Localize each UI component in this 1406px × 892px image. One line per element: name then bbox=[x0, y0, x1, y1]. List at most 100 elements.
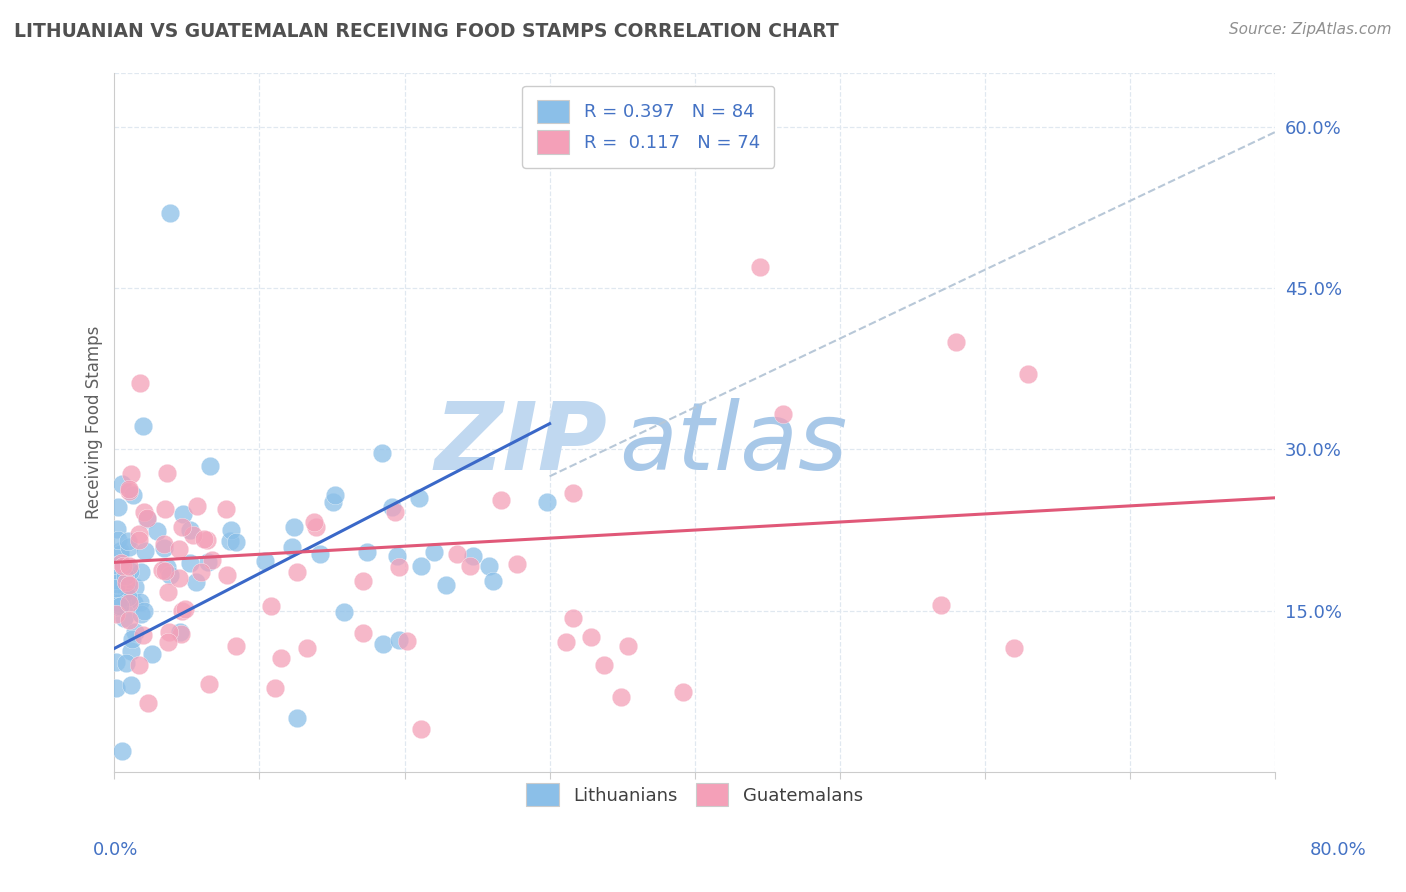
Point bbox=[264, 681, 287, 695]
Point bbox=[609, 690, 631, 705]
Point bbox=[131, 628, 153, 642]
Point bbox=[105, 577, 128, 591]
Point bbox=[555, 635, 578, 649]
Point bbox=[108, 599, 131, 613]
Point bbox=[122, 488, 145, 502]
Point bbox=[388, 633, 411, 648]
Point bbox=[489, 492, 512, 507]
Point bbox=[156, 560, 179, 574]
Point bbox=[118, 596, 141, 610]
Point bbox=[128, 376, 150, 391]
Point bbox=[215, 502, 238, 516]
Point bbox=[120, 467, 142, 482]
Point bbox=[169, 542, 191, 557]
Point bbox=[111, 743, 134, 757]
Point bbox=[308, 547, 330, 561]
Point bbox=[159, 568, 181, 582]
Point bbox=[172, 508, 194, 522]
Point bbox=[118, 613, 141, 627]
Point bbox=[409, 559, 432, 574]
Text: 0.0%: 0.0% bbox=[93, 840, 138, 858]
Text: 80.0%: 80.0% bbox=[1310, 840, 1367, 858]
Point bbox=[104, 595, 127, 609]
Text: LITHUANIAN VS GUATEMALAN RECEIVING FOOD STAMPS CORRELATION CHART: LITHUANIAN VS GUATEMALAN RECEIVING FOOD … bbox=[14, 22, 839, 41]
Point bbox=[225, 639, 247, 653]
Point bbox=[117, 533, 139, 548]
Point bbox=[118, 482, 141, 496]
Point bbox=[370, 446, 392, 460]
Point bbox=[356, 545, 378, 559]
Point bbox=[285, 565, 308, 579]
Point bbox=[132, 505, 155, 519]
Point bbox=[111, 558, 134, 573]
Point bbox=[115, 584, 138, 599]
Point bbox=[134, 603, 156, 617]
Point bbox=[122, 596, 145, 610]
Text: Source: ZipAtlas.com: Source: ZipAtlas.com bbox=[1229, 22, 1392, 37]
Point bbox=[173, 601, 195, 615]
Point bbox=[170, 520, 193, 534]
Point bbox=[159, 206, 181, 220]
Point bbox=[128, 657, 150, 672]
Point bbox=[107, 522, 129, 536]
Point bbox=[772, 407, 794, 421]
Point bbox=[219, 523, 242, 537]
Point bbox=[193, 532, 215, 546]
Point bbox=[179, 523, 201, 537]
Text: ZIP: ZIP bbox=[434, 398, 607, 490]
Point bbox=[197, 676, 219, 690]
Point bbox=[112, 611, 135, 625]
Point bbox=[408, 491, 430, 505]
Point bbox=[219, 534, 242, 549]
Point bbox=[460, 559, 482, 574]
Point bbox=[153, 537, 176, 551]
Point bbox=[322, 495, 344, 509]
Point bbox=[280, 540, 302, 554]
Point bbox=[190, 566, 212, 580]
Point bbox=[562, 485, 585, 500]
Point bbox=[169, 571, 191, 585]
Point bbox=[153, 564, 176, 578]
Point bbox=[505, 557, 527, 571]
Point bbox=[104, 656, 127, 670]
Point bbox=[352, 574, 374, 588]
Point bbox=[124, 625, 146, 640]
Point bbox=[184, 574, 207, 589]
Point bbox=[384, 505, 406, 519]
Point bbox=[110, 590, 132, 604]
Point bbox=[107, 500, 129, 514]
Point bbox=[562, 611, 585, 625]
Point bbox=[117, 541, 139, 555]
Point bbox=[1017, 367, 1039, 381]
Text: atlas: atlas bbox=[619, 398, 848, 489]
Point bbox=[108, 600, 131, 615]
Point bbox=[134, 543, 156, 558]
Point bbox=[118, 483, 141, 498]
Point bbox=[463, 549, 485, 563]
Point bbox=[197, 556, 219, 570]
Point bbox=[259, 599, 281, 614]
Point bbox=[170, 627, 193, 641]
Point bbox=[128, 533, 150, 548]
Point bbox=[616, 639, 638, 653]
Point bbox=[200, 458, 222, 473]
Point bbox=[215, 568, 238, 582]
Point bbox=[929, 599, 952, 613]
Point bbox=[579, 630, 602, 644]
Point bbox=[352, 625, 374, 640]
Point bbox=[179, 556, 201, 570]
Point bbox=[129, 607, 152, 621]
Point bbox=[945, 334, 967, 349]
Point bbox=[169, 624, 191, 639]
Point bbox=[110, 547, 132, 561]
Point bbox=[323, 488, 346, 502]
Point bbox=[302, 515, 325, 529]
Point bbox=[201, 553, 224, 567]
Y-axis label: Receiving Food Stamps: Receiving Food Stamps bbox=[86, 326, 103, 519]
Point bbox=[117, 590, 139, 604]
Point bbox=[254, 554, 277, 568]
Point bbox=[225, 535, 247, 549]
Point bbox=[124, 581, 146, 595]
Point bbox=[104, 681, 127, 696]
Point bbox=[157, 625, 180, 640]
